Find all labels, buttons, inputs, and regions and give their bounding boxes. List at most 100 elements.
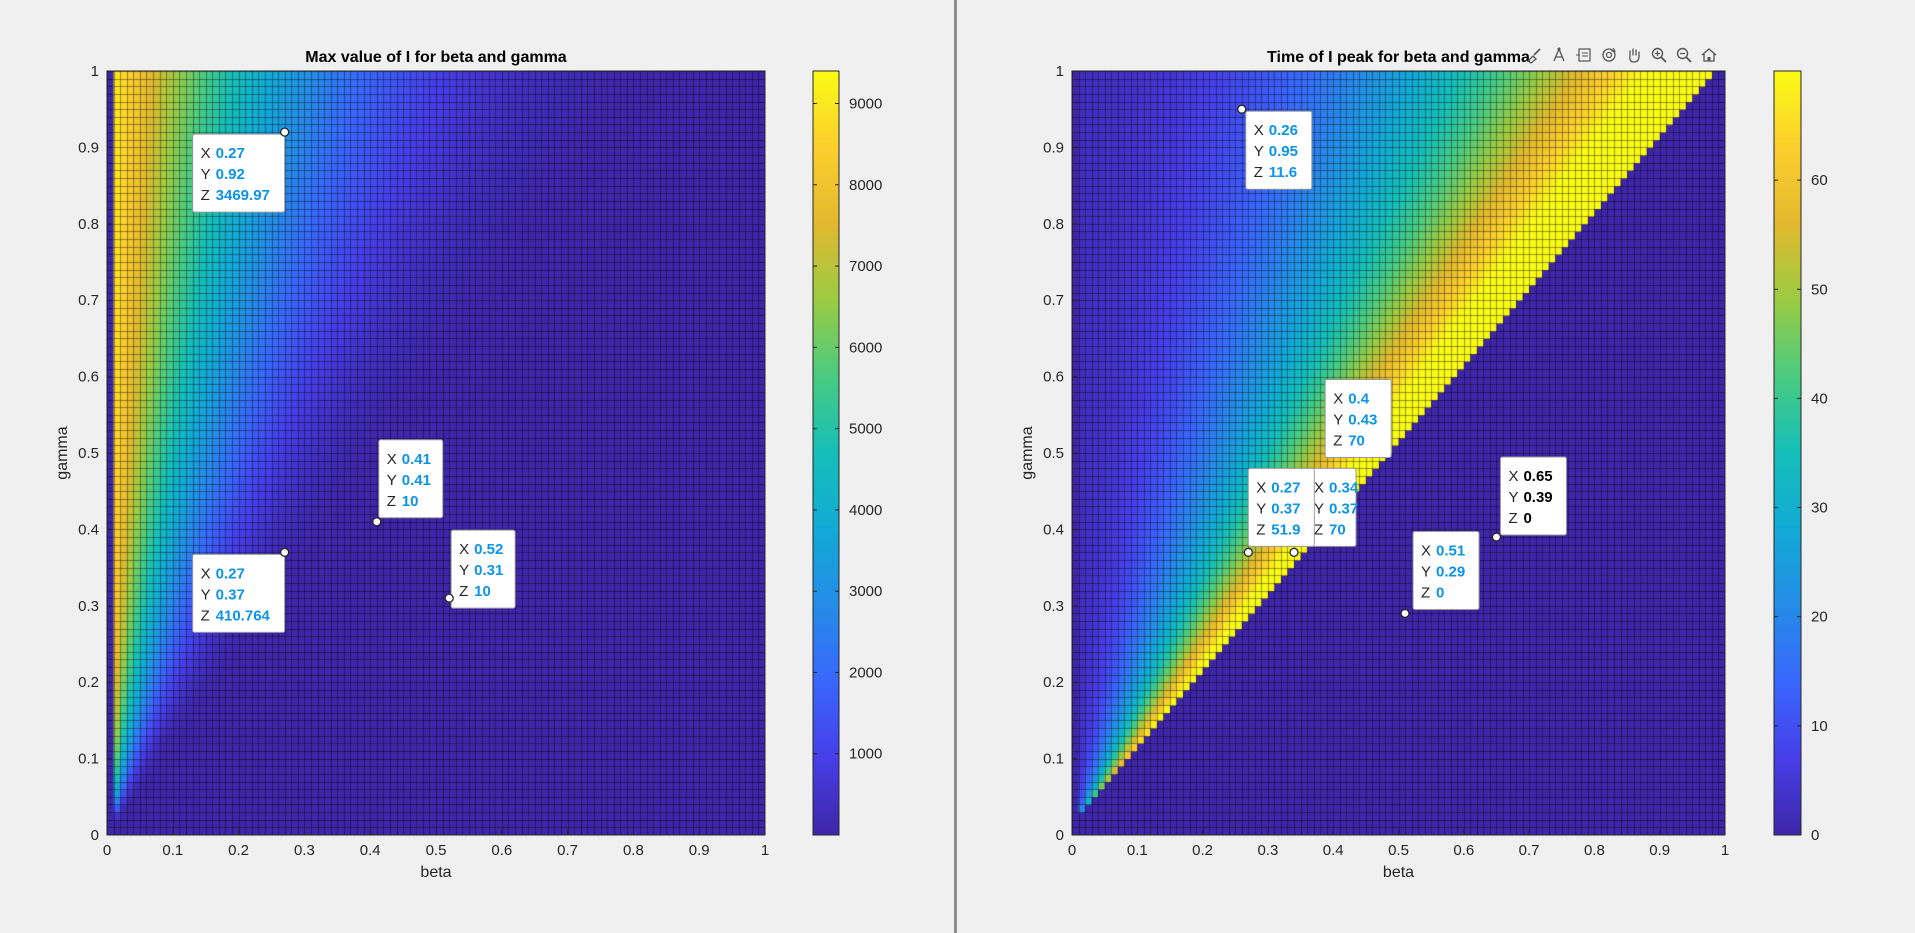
figure-divider[interactable] [954,0,957,933]
datatip-box[interactable] [1412,530,1480,610]
x-tick-label: 0.8 [1584,842,1605,859]
home-icon[interactable] [1698,44,1720,66]
datatip-marker[interactable] [1400,608,1410,619]
datatip-label: Z [1256,521,1265,538]
x-tick-label: 0.2 [228,842,249,859]
y-tick-label: 1 [1056,63,1064,80]
datatip-label: Y [1314,500,1324,517]
datatip-marker[interactable] [1289,547,1299,557]
pan-icon[interactable] [1623,44,1645,66]
datatip[interactable]: X 0.27 Y 0.37 Z 51.9 [1243,467,1315,557]
heatmap-cells[interactable] [1072,71,1725,835]
datatip[interactable]: X 0.41 Y 0.41 Z 10 [372,439,444,527]
y-tick-label: 0 [1056,827,1064,844]
datatip-value: 0.52 [474,541,503,558]
datatip-label: Z [1254,164,1263,181]
x-tick-label: 0.2 [1192,842,1213,859]
datatip-value: 11.6 [1269,164,1297,181]
x-tick-label: 0 [1068,842,1076,859]
x-tick-label: 0.3 [1257,842,1278,859]
datatip-label: Y [201,586,211,603]
colorbar-tick-label: 20 [1811,609,1828,626]
restore-view-icon[interactable] [1573,44,1595,66]
datatip[interactable]: X 0.27 Y 0.37 Z 410.764 [192,547,290,633]
datatip-value: 0.31 [474,562,503,579]
datatip[interactable]: X 0.65 Y 0.39 Z 0 [1491,456,1567,542]
brush-icon[interactable] [1523,44,1545,66]
datatip-box[interactable] [450,529,516,609]
datatip-box[interactable] [1324,378,1392,458]
datatip-label: Y [1333,411,1343,428]
datatip-label: Z [1333,432,1342,449]
zoom-in-icon[interactable] [1648,44,1670,66]
datatip-marker[interactable] [444,593,454,603]
datatip-box[interactable] [378,439,444,519]
datatip[interactable]: X 0.4 Y 0.43 Z 70 [1324,378,1392,512]
datatip-label: X [201,565,211,582]
datatip-box[interactable] [192,553,286,633]
y-tick-label: 1 [91,63,99,80]
colorbar-tick-label: 50 [1811,281,1828,298]
y-tick-label: 0.9 [1043,139,1064,156]
datatip-value: 0.37 [216,586,245,603]
datatip-marker[interactable] [1237,104,1247,114]
x-axis-label: beta [420,864,451,881]
datatip-value: 0 [1436,584,1444,601]
zoom-out-icon[interactable] [1673,44,1695,66]
datatip-marker[interactable] [372,517,382,527]
x-tick-label: 0.7 [1519,842,1540,859]
datatip-value: 51.9 [1271,521,1300,538]
datatip-value: 0.26 [1269,122,1298,139]
colorbar-tick-label: 1000 [849,746,882,763]
x-tick-label: 0.6 [491,842,512,859]
x-tick-label: 0.3 [294,842,315,859]
max-value-heatmap-plot: 0 0.1 0.2 0.3 0.4 0.5 0.6 0.7 0.8 0.9 100.10.20.30… [54,49,882,881]
datatip-value: 10 [474,583,491,600]
datatip[interactable]: X 0.52 Y 0.31 Z 10 [444,529,516,609]
datatip-value: 0.37 [1329,500,1358,517]
colorbar[interactable] [812,70,840,836]
datatip-value: 70 [1329,521,1346,538]
colorbar[interactable] [1773,70,1802,836]
colorbar-tick-label: 0 [1811,827,1819,844]
datatip-marker[interactable] [280,547,290,557]
x-tick-label: 0.7 [557,842,578,859]
datatip-label: X [1421,542,1431,559]
x-tick-label: 1 [761,842,769,859]
datatip-label: X [1254,122,1264,139]
datatip-box[interactable] [1245,110,1313,190]
datatip[interactable]: X 0.51 Y 0.29 Z 0 [1400,530,1480,619]
datatip-box[interactable] [1247,467,1315,547]
datatip-label: Y [1421,563,1431,580]
colorbar-tick-label: 3000 [849,583,882,600]
datatip-marker[interactable] [1243,547,1253,557]
y-tick-label: 0.6 [78,369,99,386]
datatip-value: 0.4 [1348,390,1370,407]
datatip[interactable]: X 0.27 Y 0.92 Z 3469.97 [192,127,290,213]
datatip[interactable]: X 0.26 Y 0.95 Z 11.6 [1237,104,1313,190]
colorbar-gradient [1774,71,1801,835]
y-tick-label: 0.3 [1043,598,1064,615]
datatip-box[interactable] [1499,456,1567,536]
colorbar-tick-label: 9000 [849,96,882,113]
datatip-box[interactable] [192,133,286,213]
datatip-value: 0.65 [1523,468,1552,485]
datatip-value: 0.41 [402,472,431,489]
datatip-marker[interactable] [280,127,290,137]
datatip-label: Z [387,493,396,510]
chart-title: Max value of I for beta and gamma [305,49,567,66]
datatip-label: Y [459,562,469,579]
y-axis-label: gamma [1019,426,1036,479]
y-tick-label: 0.4 [1043,521,1064,538]
datatip-label: X [1256,479,1266,496]
y-tick-label: 0.3 [78,598,99,615]
datatip-marker[interactable] [1491,532,1502,542]
datatip-label: Z [201,607,210,624]
y-tick-label: 0.4 [78,521,99,538]
y-tick-label: 0.8 [78,216,99,233]
datatip-label: Z [201,187,210,204]
y-tick-label: 0.9 [78,139,99,156]
data-tips-icon[interactable] [1548,44,1570,66]
rotate-icon[interactable] [1598,44,1620,66]
